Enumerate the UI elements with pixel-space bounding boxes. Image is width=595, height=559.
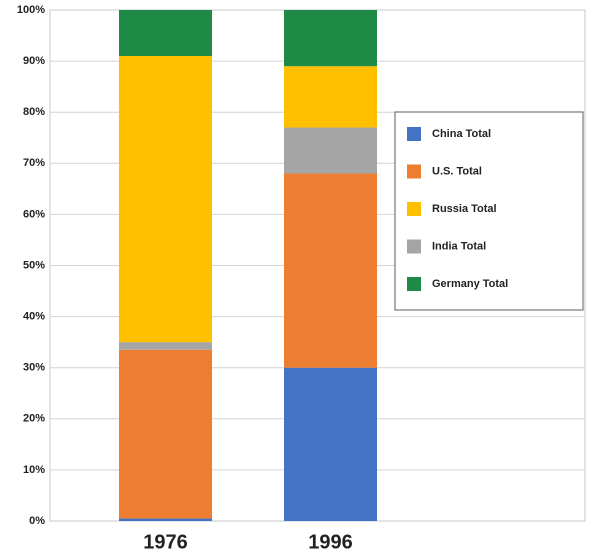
x-tick-label: 1996 [308, 531, 353, 553]
bar-segment [284, 10, 377, 67]
bar-segment [284, 367, 377, 521]
legend-label: China Total [432, 128, 491, 140]
legend-swatch [407, 202, 421, 216]
legend-swatch [407, 277, 421, 291]
legend-swatch [407, 127, 421, 141]
y-tick-label: 10% [23, 464, 45, 476]
legend-label: Russia Total [432, 203, 497, 215]
y-tick-label: 0% [29, 515, 45, 527]
y-tick-label: 20% [23, 413, 45, 425]
legend-label: Germany Total [432, 278, 508, 290]
y-tick-label: 50% [23, 259, 45, 271]
y-tick-label: 80% [23, 106, 45, 118]
y-tick-label: 40% [23, 311, 45, 323]
legend-label: India Total [432, 240, 486, 252]
bar-segment [119, 518, 212, 521]
y-tick-label: 90% [23, 55, 45, 67]
bar-segment [284, 127, 377, 174]
bar-segment [284, 173, 377, 368]
bar-segment [119, 349, 212, 519]
legend-swatch [407, 239, 421, 254]
legend-swatch [407, 164, 421, 179]
x-tick-label: 1976 [143, 531, 188, 553]
legend-label: U.S. Total [432, 165, 482, 177]
bar-segment [284, 66, 377, 128]
legend-box [394, 111, 584, 311]
y-tick-label: 70% [23, 157, 45, 169]
y-tick-label: 100% [17, 4, 45, 16]
bar-segment [119, 55, 212, 343]
bar-segment [119, 342, 212, 350]
y-tick-label: 60% [23, 208, 45, 220]
bar-segment [119, 10, 212, 56]
y-tick-label: 30% [23, 362, 45, 374]
